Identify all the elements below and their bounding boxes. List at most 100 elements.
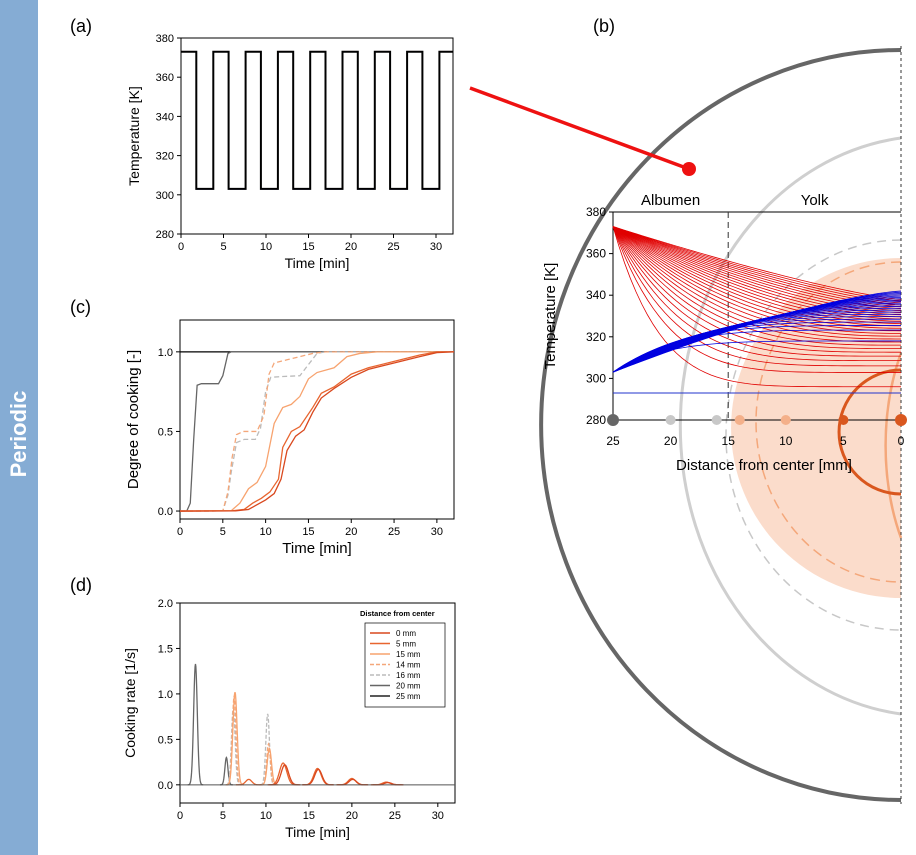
heating-profile bbox=[612, 226, 902, 337]
heating-profile bbox=[612, 226, 902, 334]
x-tick-label: 25 bbox=[606, 434, 620, 448]
rate-peak bbox=[337, 778, 369, 786]
x-tick-label: 20 bbox=[345, 241, 357, 253]
panel-label: (c) bbox=[70, 297, 91, 317]
y-tick-label: 0.0 bbox=[158, 506, 173, 518]
heating-profile bbox=[612, 226, 902, 324]
legend-entry: 25 mm bbox=[396, 692, 421, 701]
heating-profile bbox=[612, 226, 901, 373]
x-tick-label: 30 bbox=[432, 810, 444, 822]
y-tick-label: 280 bbox=[586, 413, 606, 427]
y-tick-label: 360 bbox=[586, 247, 606, 261]
rate-peak bbox=[259, 713, 276, 786]
heating-profile bbox=[612, 226, 902, 316]
x-tick-label: 10 bbox=[260, 526, 272, 538]
x-tick-label: 15 bbox=[303, 810, 315, 822]
cooling-profile bbox=[612, 290, 902, 373]
side-bar: Periodic bbox=[0, 0, 38, 855]
distance-marker bbox=[607, 414, 619, 426]
y-tick-label: 0.5 bbox=[158, 734, 173, 746]
connector-line bbox=[469, 86, 690, 171]
legend-entry: 5 mm bbox=[396, 640, 416, 649]
panel-a: 0 5 10 15 20 25 30 280 300 320 340 360 380 Time [min]… bbox=[70, 16, 454, 271]
y-axis-label: Temperature [K] bbox=[126, 86, 142, 186]
x-tick-label: 0 bbox=[178, 241, 184, 253]
plot-frame bbox=[179, 319, 455, 520]
x-tick-label: 15 bbox=[722, 434, 736, 448]
heating-profile bbox=[612, 226, 902, 329]
x-tick-label: 5 bbox=[220, 810, 226, 822]
panel-label: (a) bbox=[70, 16, 92, 36]
y-tick-label: 320 bbox=[156, 151, 174, 163]
heating-profile bbox=[612, 226, 902, 304]
legend-entry: 16 mm bbox=[396, 671, 421, 680]
x-tick-label: 0 bbox=[177, 526, 183, 538]
legend-title: Distance from center bbox=[360, 609, 435, 618]
boundary-outline bbox=[725, 239, 902, 631]
yolk-contour-5mm bbox=[837, 368, 902, 496]
y-tick-label: 1.0 bbox=[158, 689, 173, 701]
yolk-dashed-contour bbox=[755, 261, 902, 583]
y-tick-label: 300 bbox=[586, 371, 606, 385]
legend-entry: 0 mm bbox=[396, 629, 416, 638]
x-tick-label: 20 bbox=[345, 526, 357, 538]
heating-profile bbox=[612, 226, 902, 322]
rate-peak bbox=[302, 768, 334, 786]
plot-frame bbox=[180, 37, 454, 235]
plot-frame bbox=[179, 602, 456, 804]
series-line-0mm bbox=[179, 351, 455, 512]
region-label-albumen: Albumen bbox=[641, 192, 700, 209]
distance-marker bbox=[838, 415, 849, 425]
legend-entry: 20 mm bbox=[396, 682, 421, 691]
albumen-outline bbox=[678, 136, 902, 716]
y-axis-label: Temperature [K] bbox=[542, 263, 559, 370]
x-tick-label: 30 bbox=[430, 241, 442, 253]
panel-b: (b) Albumen Yolk 280 300 320 340 360 380 25 20 15 10… bbox=[542, 16, 907, 474]
panel-d: 0 5 10 15 20 25 30 0.0 0.5 1.0 1.5 2.0 Time [min] Coo… bbox=[70, 575, 456, 840]
series-line-16mm bbox=[179, 351, 454, 512]
x-tick-label: 20 bbox=[664, 434, 678, 448]
y-tick-label: 320 bbox=[586, 330, 606, 344]
x-axis-label: Time [min] bbox=[282, 540, 351, 557]
distance-marker bbox=[711, 415, 722, 425]
x-tick-label: 15 bbox=[302, 241, 314, 253]
heating-profile bbox=[612, 226, 902, 300]
rate-peak bbox=[219, 756, 233, 786]
rate-peak bbox=[302, 767, 333, 786]
y-tick-label: 280 bbox=[156, 229, 174, 241]
yolk-contour-10mm bbox=[884, 352, 903, 539]
surface-temperature-line bbox=[181, 50, 453, 190]
series-line-5mm bbox=[179, 351, 454, 512]
y-axis-label: Degree of cooking [-] bbox=[125, 350, 142, 489]
y-tick-label: 0.0 bbox=[158, 780, 173, 792]
y-tick-label: 300 bbox=[156, 190, 174, 202]
legend-entry: 14 mm bbox=[396, 661, 421, 670]
x-tick-label: 0 bbox=[898, 434, 905, 448]
y-tick-label: 380 bbox=[156, 33, 174, 45]
yolk-region bbox=[731, 258, 901, 598]
x-tick-label: 10 bbox=[260, 241, 272, 253]
heating-profile bbox=[612, 226, 901, 367]
x-tick-label: 5 bbox=[220, 526, 226, 538]
heating-profile bbox=[612, 226, 902, 349]
y-tick-label: 1.0 bbox=[158, 347, 173, 359]
heating-profile bbox=[612, 226, 901, 357]
heating-profile bbox=[612, 226, 902, 302]
rate-peak bbox=[225, 691, 245, 786]
x-tick-label: 0 bbox=[177, 810, 183, 822]
y-tick-label: 340 bbox=[156, 111, 174, 123]
y-axis-label: Cooking rate [1/s] bbox=[122, 648, 138, 758]
x-tick-label: 25 bbox=[387, 241, 399, 253]
y-tick-label: 340 bbox=[586, 288, 606, 302]
panel-label: (b) bbox=[593, 16, 615, 36]
rate-peak bbox=[187, 663, 204, 786]
y-tick-label: 2.0 bbox=[158, 598, 173, 610]
x-tick-label: 10 bbox=[260, 810, 272, 822]
y-tick-label: 380 bbox=[586, 205, 606, 219]
panel-label: (d) bbox=[70, 575, 92, 595]
x-tick-label: 5 bbox=[840, 434, 847, 448]
x-tick-label: 10 bbox=[779, 434, 793, 448]
x-axis-label: Time [min] bbox=[285, 824, 350, 840]
egg-schematic bbox=[469, 46, 903, 804]
x-tick-label: 15 bbox=[302, 526, 314, 538]
